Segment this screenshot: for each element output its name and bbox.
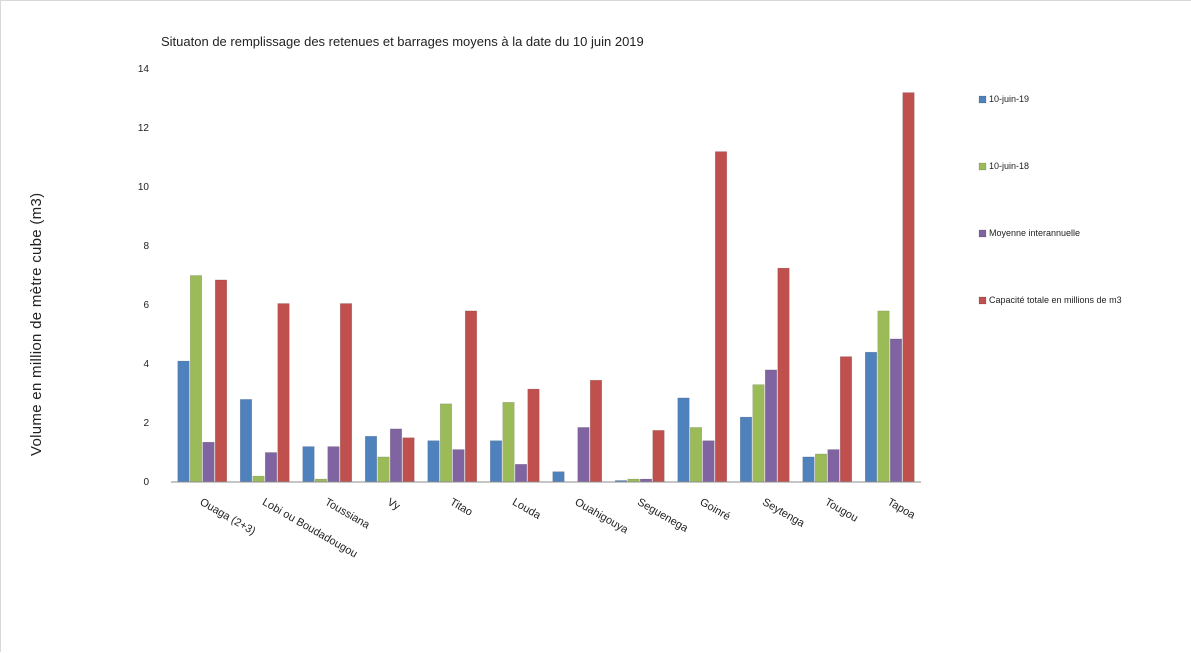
bar	[689, 427, 703, 483]
bar	[252, 475, 265, 483]
y-tick-label: 14	[138, 64, 150, 75]
bar-group	[302, 303, 353, 483]
bar	[214, 279, 228, 483]
legend-swatch	[978, 229, 987, 238]
bar	[464, 310, 478, 483]
y-tick-label: 8	[143, 241, 149, 252]
legend-swatch	[978, 162, 987, 171]
bar	[377, 456, 390, 483]
bar	[302, 446, 315, 483]
bar	[577, 427, 590, 483]
bar	[714, 151, 728, 483]
bar	[764, 369, 778, 483]
bar	[452, 449, 465, 483]
legend-swatch	[978, 95, 987, 104]
x-tick-label: Toussiana	[323, 496, 373, 532]
bar	[514, 463, 528, 483]
bar	[752, 384, 765, 483]
bar	[427, 440, 440, 483]
bar-group	[802, 356, 853, 483]
legend-label: Capacité totale en millions de m3	[989, 295, 1122, 305]
y-axis-ticks: 0 2 4 6 8 10 12 14	[138, 64, 150, 488]
x-tick-label: Tougou	[823, 496, 860, 524]
bar-group	[239, 303, 290, 483]
legend: 10-juin-19 10-juin-18 Moyenne interannuell…	[978, 94, 1122, 305]
bar	[327, 446, 340, 483]
legend-item: Moyenne interannuelle	[978, 228, 1080, 238]
bar	[264, 452, 278, 483]
y-tick-label: 6	[143, 300, 149, 311]
bar-group	[677, 151, 728, 483]
bar	[239, 399, 253, 483]
y-tick-label: 2	[143, 418, 149, 429]
bar	[552, 471, 565, 483]
bar-group	[427, 310, 478, 483]
bar-groups	[177, 92, 915, 483]
bar	[652, 430, 665, 483]
legend-item: 10-juin-18	[978, 161, 1029, 171]
bar-group	[614, 430, 665, 483]
legend-item: Capacité totale en millions de m3	[978, 295, 1122, 305]
bar	[827, 449, 840, 483]
bar	[177, 360, 190, 483]
bar	[389, 428, 403, 483]
y-axis-title: Volume en million de mètre cube (m3)	[28, 193, 45, 456]
bar	[739, 416, 753, 483]
bar	[402, 437, 415, 483]
legend-item: 10-juin-19	[978, 94, 1029, 104]
x-tick-label: Louda	[510, 496, 543, 522]
bar	[589, 379, 603, 483]
bar	[677, 397, 690, 483]
bar	[202, 441, 215, 483]
chart-title: Situaton de remplissage des retenues et …	[161, 34, 644, 49]
x-tick-label: Ouahigouya	[573, 496, 631, 536]
x-tick-label: Seguenega	[635, 496, 691, 535]
y-tick-label: 10	[138, 182, 150, 193]
bar	[489, 440, 503, 483]
bar	[889, 338, 903, 483]
bar	[877, 310, 890, 483]
bar-group	[177, 275, 228, 483]
bar	[814, 453, 828, 483]
x-tick-label: Vy	[385, 496, 402, 513]
bar-group	[364, 428, 415, 483]
legend-label: Moyenne interannuelle	[989, 228, 1080, 238]
y-tick-label: 0	[143, 477, 149, 488]
bar	[364, 435, 378, 483]
x-tick-label: Ouaga (2+3)	[198, 496, 258, 537]
bar-group	[552, 379, 603, 483]
bar	[527, 388, 540, 483]
y-tick-label: 12	[138, 123, 150, 134]
bar	[802, 456, 815, 483]
legend-label: 10-juin-18	[989, 161, 1029, 171]
legend-swatch	[978, 296, 987, 305]
legend-label: 10-juin-19	[989, 94, 1029, 104]
bar	[777, 267, 790, 483]
y-tick-label: 4	[143, 359, 149, 370]
bar	[502, 402, 515, 483]
bar	[339, 303, 353, 483]
bar	[189, 275, 203, 483]
x-tick-label: Seytenga	[760, 496, 807, 530]
bar	[902, 92, 915, 483]
x-tick-label: Tapoa	[885, 496, 918, 522]
bar-group	[739, 267, 790, 483]
bar	[864, 351, 878, 483]
bar	[439, 403, 453, 483]
bar	[277, 303, 290, 483]
bar	[839, 356, 853, 483]
x-tick-label: Titao	[448, 496, 475, 518]
bar-group	[489, 388, 540, 483]
bar-group	[864, 92, 915, 483]
bar	[702, 440, 715, 483]
x-tick-label: Goinré	[698, 496, 733, 523]
